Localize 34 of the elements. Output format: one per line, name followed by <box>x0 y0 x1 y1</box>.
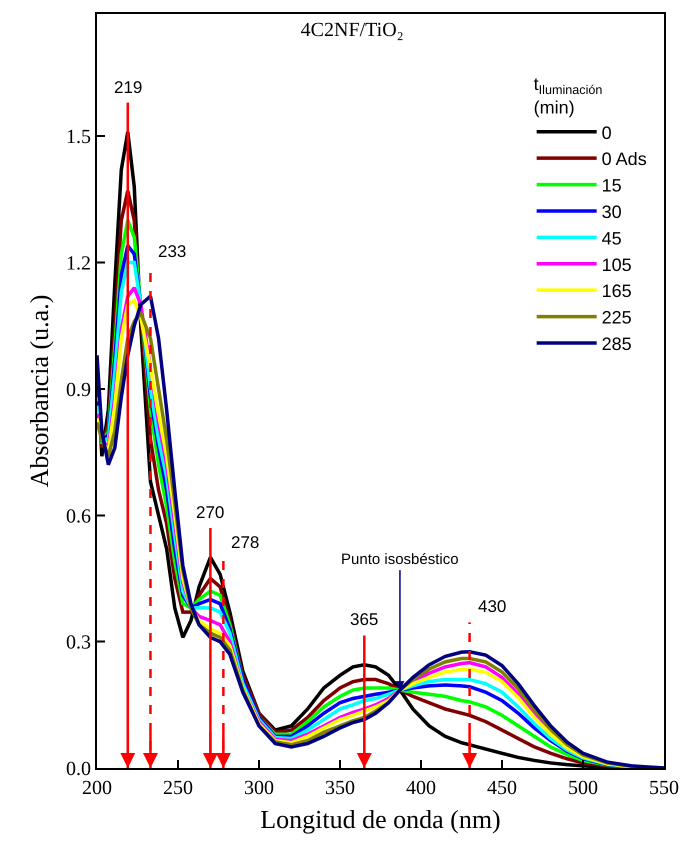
ref-line-label: 270 <box>196 503 224 522</box>
legend-label: 0 Ads <box>602 149 647 170</box>
y-tick-label: 0.3 <box>66 632 91 654</box>
y-tick-label: 0.6 <box>66 505 91 528</box>
legend-label: 285 <box>602 334 632 354</box>
y-tick-label: 1.5 <box>66 126 91 148</box>
ref-line-label: 219 <box>114 78 142 97</box>
x-tick-label: 550 <box>649 777 679 799</box>
legend-label: 30 <box>602 202 622 222</box>
legend-label: 165 <box>602 281 632 302</box>
x-tick-label: 250 <box>163 777 193 799</box>
y-tick-label: 1.2 <box>66 252 91 275</box>
ref-line-label: 233 <box>158 242 186 261</box>
annotation: Punto isosbéstico <box>341 551 459 568</box>
y-tick-label: 0.9 <box>66 378 91 401</box>
x-axis-title: Longitud de onda (nm) <box>260 805 501 834</box>
legend-label: 225 <box>602 308 632 328</box>
x-tick-label: 350 <box>325 777 355 799</box>
legend-label: 105 <box>602 254 632 275</box>
y-axis-title: Absorbancia (u.a.) <box>24 294 54 488</box>
x-tick-label: 300 <box>244 777 274 799</box>
y-tick-label: 0.0 <box>66 758 91 780</box>
ref-line-label: 278 <box>231 533 260 552</box>
legend-label: 45 <box>602 228 622 248</box>
x-tick-label: 400 <box>406 777 436 799</box>
ref-line-label: 430 <box>478 597 506 616</box>
x-tick-label: 200 <box>82 777 112 799</box>
legend-title: t$_{Iluminación}$ (min) <box>534 74 602 118</box>
x-tick-label: 450 <box>487 777 517 799</box>
ref-line-label: 365 <box>350 610 378 629</box>
legend-label: 15 <box>602 176 622 196</box>
chart-title: 4C2NF/TiO₂ <box>300 19 404 41</box>
x-tick-label: 500 <box>568 777 598 799</box>
legend-label: 0 <box>602 122 612 143</box>
